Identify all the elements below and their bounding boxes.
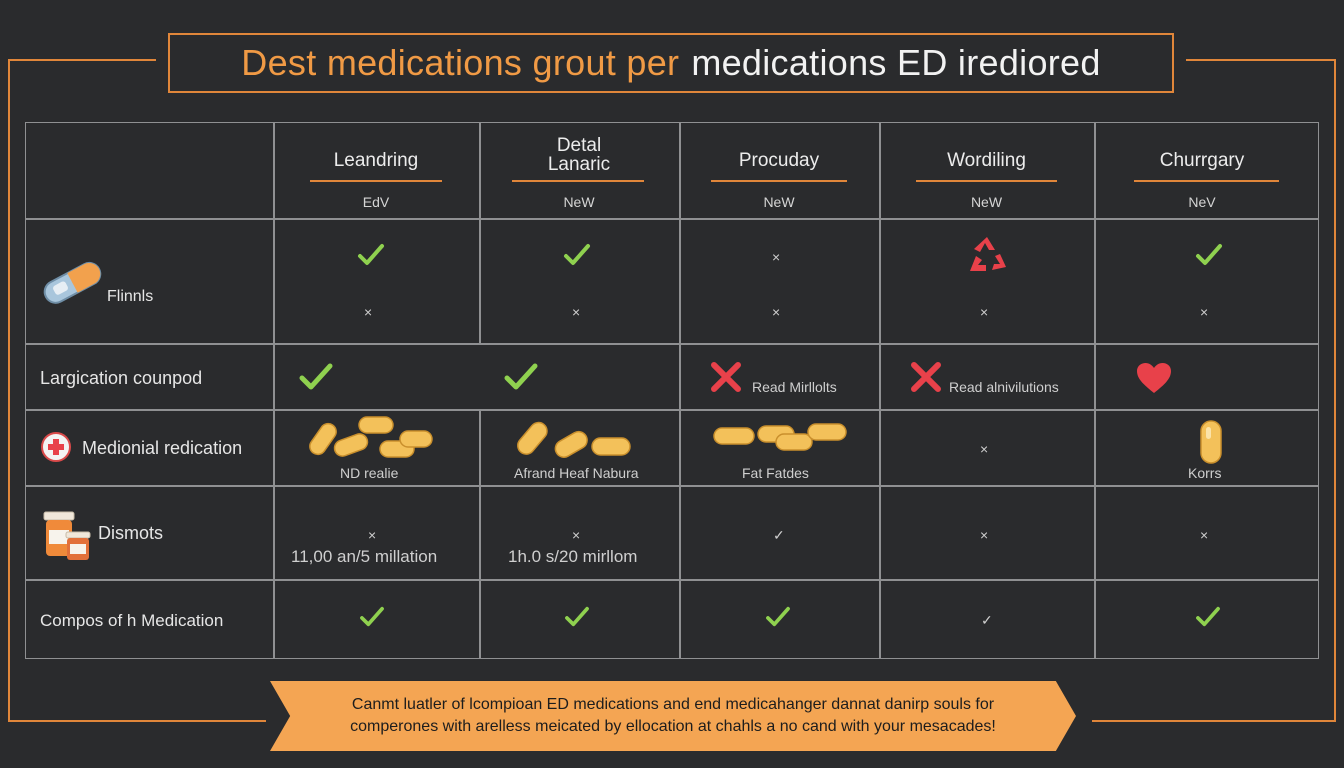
pills-icon [517,421,631,458]
col-divider [679,122,681,659]
cross-mark: × [572,527,581,543]
frame-bottom-right [1092,720,1336,722]
title-part2: medications ED irediored [691,42,1101,83]
frame-left [8,59,10,722]
check-icon [1196,244,1222,265]
footer-banner: Canmt luatler of lcompioan ED medication… [270,681,1076,751]
red-x-icon [911,362,941,392]
check-icon [1196,606,1220,627]
cross-mark: × [572,304,581,320]
col-divider [479,122,481,344]
frame-top-left [8,59,156,61]
col-divider [879,122,881,659]
banner-line-1: Canmt luatler of lcompioan ED medication… [351,696,995,713]
cell-r2-c4: Read alnivilutions [949,379,1059,395]
column-header-underline [711,180,847,182]
check-icon [766,606,790,627]
row-divider [25,579,1319,581]
cell-r3-c2: Afrand Heaf Nabura [514,465,639,481]
medical-cross-icon [41,432,71,462]
cell-r3-c5: Korrs [1188,465,1222,481]
cell-r4-c1: 11,00 an/5 millation [291,547,438,566]
frame-right [1334,59,1336,722]
column-header-underline [310,180,442,182]
pill-bottles-icon [43,511,91,560]
column-header-underline [916,180,1057,182]
cross-mark: × [980,304,989,320]
row-divider [25,485,1319,487]
cross-mark: × [1200,304,1209,320]
column-header-5: Churrgary [1159,150,1245,171]
col-divider [479,409,481,659]
row-label-1: Flinnls [107,288,154,305]
cross-mark: × [772,249,781,265]
row-divider [25,218,1319,220]
tick-mark: ✓ [981,612,993,628]
row-label-2: Largication counpod [40,368,203,388]
cell-r2-c3: Read Mirllolts [752,379,837,395]
row-divider [25,343,1319,345]
col-divider [1094,122,1096,659]
column-header-underline [1134,180,1279,182]
check-icon [360,606,384,627]
heart-icon [1137,363,1171,393]
comparison-table [25,122,1319,659]
column-subheader-4: NeW [970,194,1003,210]
pills-icon [309,416,433,458]
cross-mark: × [364,304,373,320]
check-icon [358,244,384,265]
pills-icon [713,423,847,451]
title-part1: Dest medications grout per [241,42,680,83]
column-header-2: Detal Lanaric [547,135,611,175]
row-label-4: Dismots [98,523,164,543]
row-label-3: Medionial redication [82,438,243,458]
capsule-icon [43,261,102,304]
cross-mark: × [368,527,377,543]
column-subheader-2: NeW [563,194,595,210]
check-icon [565,606,589,627]
column-subheader-5: NeV [1188,194,1216,210]
frame-bottom-left [8,720,266,722]
column-header-3: Procuday [738,150,820,171]
cross-mark: × [980,527,989,543]
banner-line-2: comperones with arelless meicated by ell… [350,718,996,735]
column-header-4: Wordiling [947,150,1026,171]
cell-r3-c3: Fat Fatdes [742,465,809,481]
column-header-1: Leandring [333,150,419,171]
page-title: Dest medications grout per medications E… [168,33,1174,93]
cell-r3-c1: ND realie [340,465,399,481]
column-header-underline [512,180,644,182]
row-label-5: Compos of h Medication [40,611,224,630]
cross-mark: × [980,441,989,457]
tick-mark: ✓ [773,527,785,543]
col-divider [273,122,275,659]
frame-top-right [1186,59,1336,61]
recycle-icon [970,237,1006,271]
check-icon [504,363,538,390]
red-x-icon [711,362,741,392]
cross-mark: × [772,304,781,320]
cell-r4-c2: 1h.0 s/20 mirllom [508,547,638,566]
column-subheader-3: NeW [763,194,795,210]
check-icon [299,363,333,390]
check-icon [564,244,590,265]
cross-mark: × [1200,527,1209,543]
column-subheader-1: EdV [362,194,390,210]
row-divider [25,409,1319,411]
single-pill-icon [1200,420,1222,464]
